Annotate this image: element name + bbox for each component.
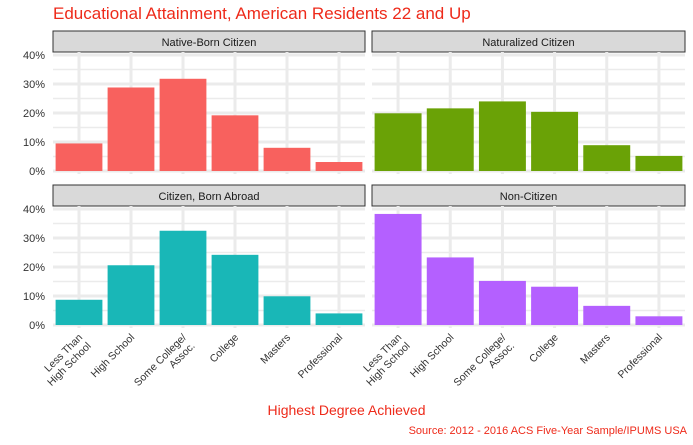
- y-tick-label: 30%: [23, 233, 45, 245]
- facet-strip: [371, 184, 686, 207]
- bar: [583, 145, 631, 171]
- bar: [478, 280, 526, 325]
- facet-strip-label: Naturalized Citizen: [482, 37, 574, 49]
- bar: [635, 155, 683, 171]
- bar: [478, 101, 526, 171]
- y-tick-label: 10%: [23, 137, 45, 149]
- x-tick-label: High School: [89, 332, 138, 381]
- bar: [315, 162, 363, 171]
- bar: [531, 111, 579, 171]
- x-tick-label: Less ThanHigh School: [356, 332, 413, 389]
- x-tick-label-line: College: [527, 332, 561, 366]
- bar: [55, 143, 103, 171]
- bar: [107, 265, 155, 325]
- bar: [211, 254, 259, 325]
- x-tick-label: College: [207, 332, 241, 366]
- facet-strip: [52, 30, 366, 53]
- x-tick-label: Some College/Assoc.: [132, 332, 198, 398]
- bar: [211, 115, 259, 171]
- x-tick-label: Masters: [578, 332, 613, 367]
- bar: [159, 78, 207, 171]
- x-tick-label-line: Professional: [296, 332, 345, 381]
- y-tick-label: 0%: [29, 166, 45, 178]
- x-tick-label-line: Professional: [616, 332, 665, 381]
- bar: [263, 296, 311, 325]
- bar: [374, 113, 422, 171]
- x-tick-label: High School: [408, 332, 457, 381]
- facet-strip-label: Native-Born Citizen: [162, 37, 257, 49]
- facet-strip-label: Citizen, Born Abroad: [159, 191, 260, 203]
- x-tick-label-line: High School: [89, 332, 138, 381]
- facet-panel: Naturalized Citizen: [371, 30, 686, 174]
- x-axis-title: Highest Degree Achieved: [267, 402, 426, 418]
- x-tick-label: College: [527, 332, 561, 366]
- x-tick-label: Professional: [296, 332, 345, 381]
- bar: [107, 87, 155, 171]
- y-tick-label: 30%: [23, 79, 45, 91]
- y-tick-label: 40%: [23, 204, 45, 216]
- x-tick-label: Professional: [616, 332, 665, 381]
- bar: [55, 299, 103, 325]
- facet-panel: Native-Born Citizen: [52, 30, 366, 174]
- bar: [159, 230, 207, 325]
- x-tick-label-line: College: [207, 332, 241, 366]
- facet-strip: [52, 184, 366, 207]
- x-tick-label-line: High School: [408, 332, 457, 381]
- bar: [583, 305, 631, 325]
- facet-panel: Non-Citizen: [371, 184, 686, 328]
- bar: [426, 108, 474, 171]
- bar: [531, 286, 579, 325]
- bar: [426, 257, 474, 325]
- y-tick-label: 10%: [23, 291, 45, 303]
- bar: [315, 313, 363, 325]
- bar: [635, 316, 683, 325]
- x-tick-label-line: Masters: [578, 332, 613, 367]
- x-tick-label: Masters: [258, 332, 293, 367]
- x-tick-label: Less ThanHigh School: [37, 332, 94, 389]
- facet-strip-label: Non-Citizen: [500, 191, 557, 203]
- chart-title: Educational Attainment, American Residen…: [53, 4, 471, 23]
- x-tick-label: Some College/Assoc.: [451, 332, 517, 398]
- source-caption: Source: 2012 - 2016 ACS Five-Year Sample…: [408, 425, 687, 437]
- bar: [263, 147, 311, 171]
- y-tick-label: 40%: [23, 50, 45, 62]
- x-tick-label-line: Masters: [258, 332, 293, 367]
- facet-panel: Citizen, Born Abroad: [52, 184, 366, 328]
- y-tick-label: 20%: [23, 108, 45, 120]
- facet-strip: [371, 30, 686, 53]
- bar: [374, 213, 422, 325]
- y-tick-label: 20%: [23, 262, 45, 274]
- y-tick-label: 0%: [29, 320, 45, 332]
